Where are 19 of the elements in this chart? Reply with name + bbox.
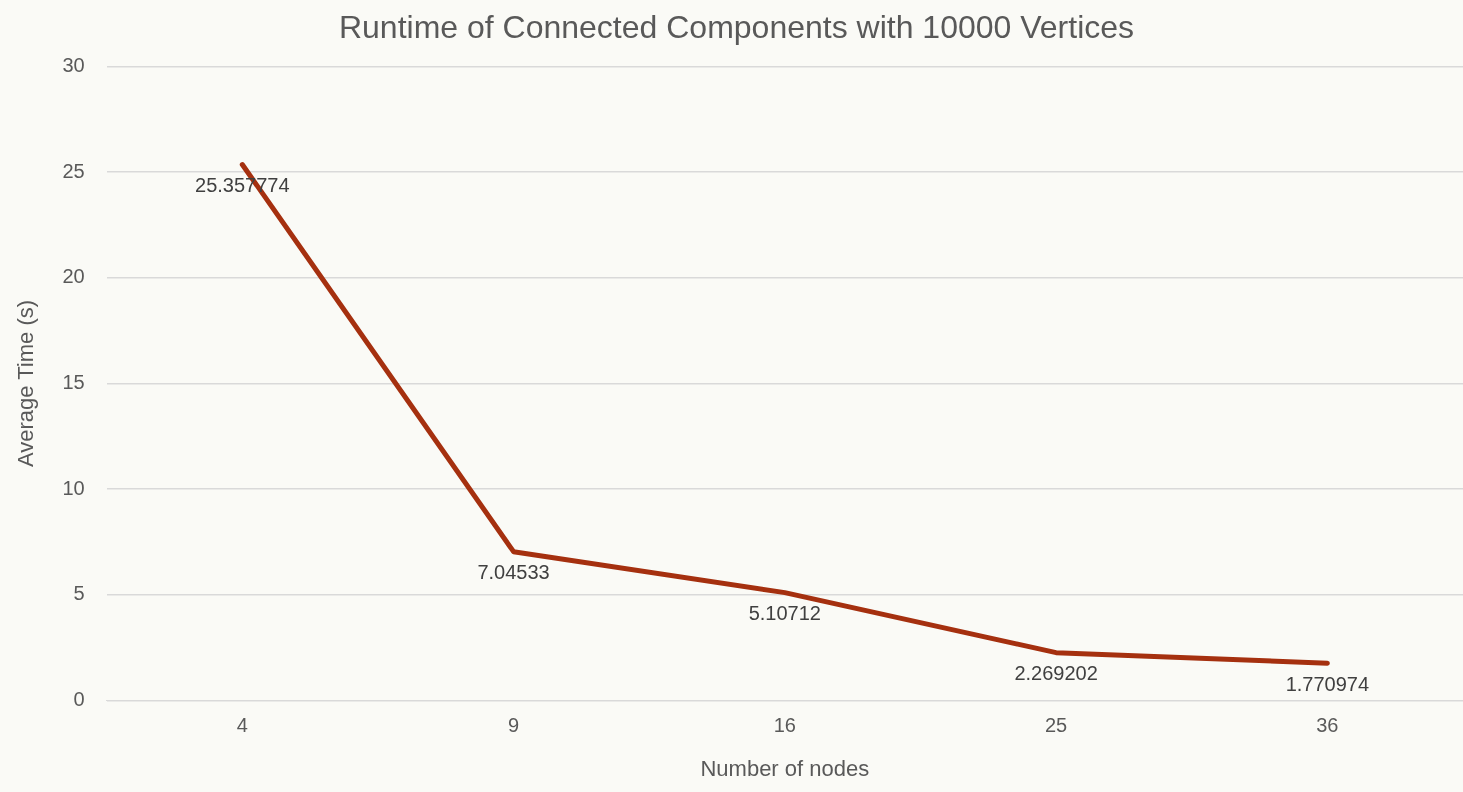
chart-title: Runtime of Connected Components with 10000 Vertices	[338, 9, 1135, 46]
y-tick-label: 25	[62, 159, 85, 182]
y-axis-title: Average Time (s)	[13, 299, 39, 468]
x-axis-title: Number of nodes	[700, 755, 870, 781]
data-label: 1.770974	[1285, 672, 1370, 695]
x-tick-label: 36	[1316, 714, 1339, 737]
x-tick-label: 16	[773, 714, 796, 737]
x-tick-label: 25	[1044, 714, 1068, 737]
y-tick-label: 0	[73, 688, 85, 711]
x-tick-label: 4	[236, 714, 248, 737]
y-tick-label: 15	[62, 371, 85, 394]
x-tick-label: 9	[507, 714, 520, 737]
data-label: 5.10712	[748, 602, 821, 625]
y-tick-label: 30	[62, 53, 85, 76]
y-tick-label: 20	[62, 265, 85, 288]
data-label: 2.269202	[1014, 662, 1098, 685]
y-tick-label: 10	[62, 476, 85, 499]
y-tick-label: 5	[73, 582, 85, 605]
data-label: 7.04533	[477, 561, 550, 584]
